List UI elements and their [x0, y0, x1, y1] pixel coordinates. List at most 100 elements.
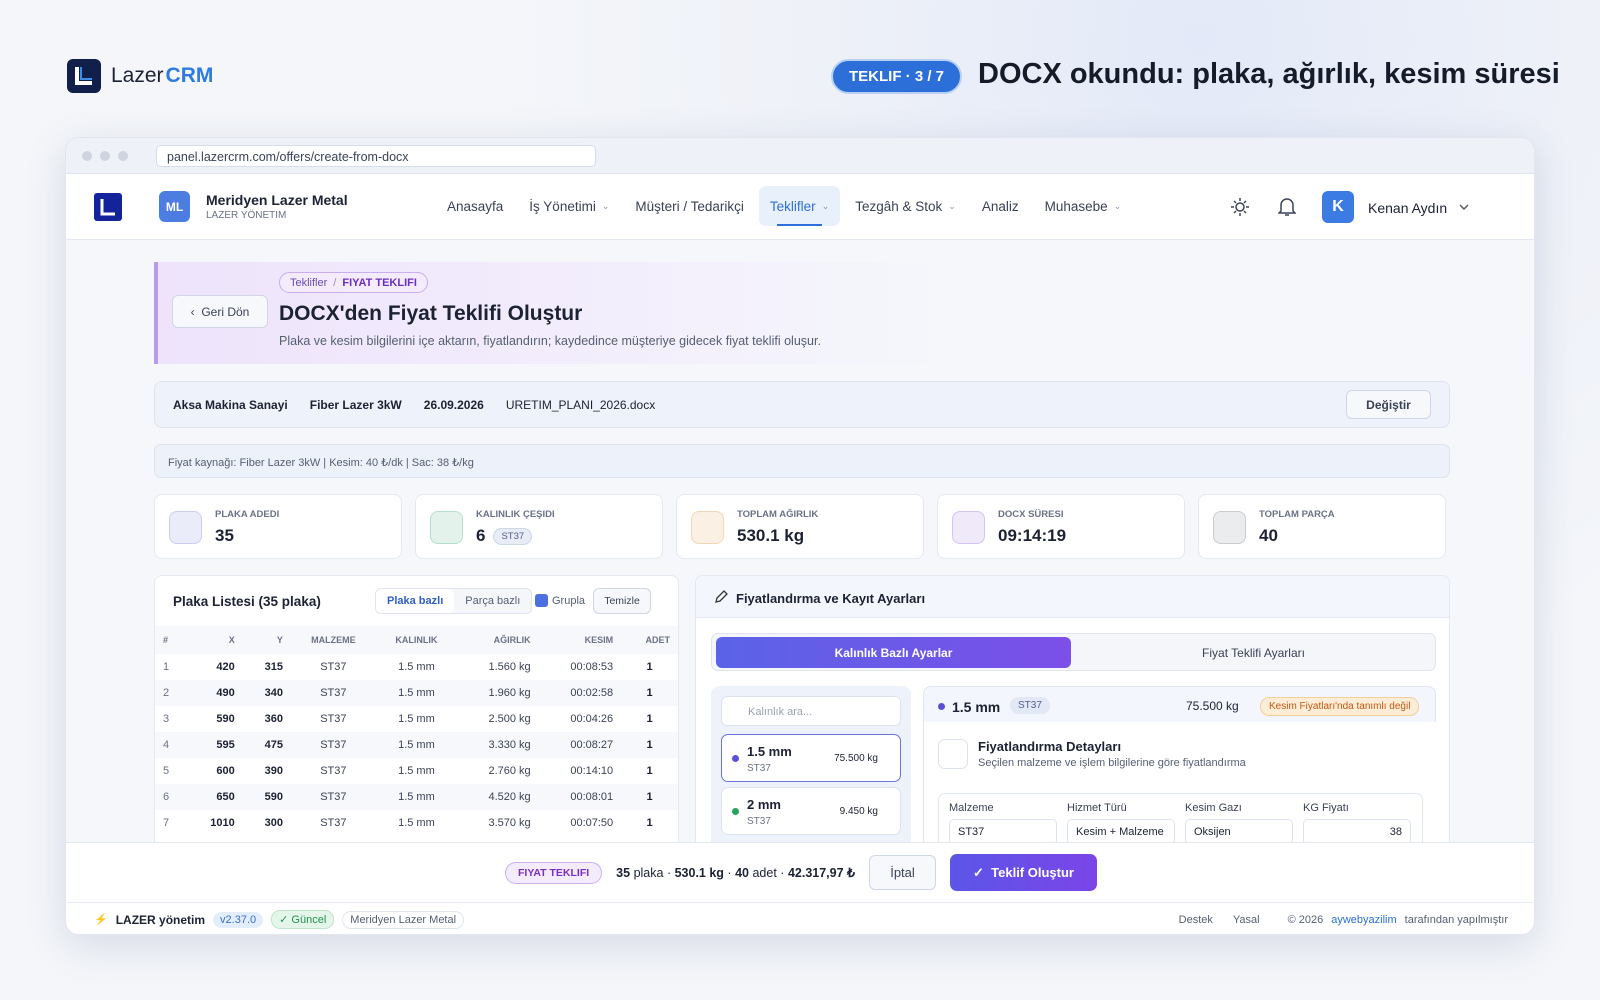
cell: 1.5 mm [398, 765, 435, 777]
menu-item[interactable]: Teklifler ⌄ [758, 186, 841, 226]
legal[interactable]: Yasal [1232, 913, 1260, 926]
theme-toggle[interactable] [1231, 198, 1249, 216]
menu-caret[interactable]: ⌄ [821, 200, 830, 211]
menu-label[interactable]: Muhasebe [1044, 198, 1108, 214]
menu-item[interactable]: İş Yönetimi ⌄ [518, 186, 620, 226]
cell: 1.5 mm [375, 784, 458, 810]
machine: Fiber Lazer 3kW [309, 397, 402, 412]
cell: 360 [264, 713, 283, 725]
action-bar: FIYAT TEKLIFI 35 plaka · 530.1 kg · 40 a… [66, 842, 1534, 902]
back-button[interactable]: ‹ Geri Dön [172, 295, 268, 328]
cell: 1 [621, 680, 678, 706]
url[interactable]: panel.lazercrm.com/offers/create-from-do… [156, 144, 596, 167]
cell: 1.5 mm [398, 817, 435, 829]
cell: 1.960 kg [457, 680, 539, 706]
cancel-button[interactable]: İptal [869, 855, 936, 890]
thickness-weight[interactable]: 9.450 kg [839, 806, 878, 817]
step-badge: TEKLIF · 3 / 7 [831, 59, 963, 94]
table-row[interactable]: 3 590 360 ST37 1.5 mm 2.500 kg 00:04:26 1 [155, 706, 678, 732]
cell: 1010 [210, 817, 235, 829]
support[interactable]: Destek [1178, 913, 1213, 926]
stat-icon [169, 511, 202, 544]
status: ✓ Güncel [271, 910, 335, 929]
thickness-size[interactable]: 2 mm [747, 797, 781, 812]
user-name[interactable]: Kenan Aydın [1368, 200, 1448, 216]
notifications[interactable] [1278, 197, 1296, 217]
cell: 00:02:58 [538, 680, 622, 706]
column-header: AĞIRLIK [493, 635, 531, 645]
company-avatar: ML [159, 191, 190, 222]
menu-label[interactable]: İş Yönetimi [529, 198, 596, 214]
user-avatar[interactable]: K [1322, 191, 1354, 223]
footer-company: Meridyen Lazer Metal [342, 910, 465, 929]
menu-label[interactable]: Müşteri / Tedarikçi [635, 198, 744, 214]
cell: 00:14:10 [570, 765, 614, 777]
thickness-list: Kalınlık ara... 1.5 mm ST37 75.500 kg 2 mm S… [711, 686, 911, 854]
menu-caret[interactable]: ⌄ [601, 200, 610, 211]
menu-item[interactable]: Anasayfa [436, 186, 514, 226]
cell: 00:07:50 [570, 817, 614, 829]
menu-item[interactable]: Tezgâh & Stok ⌄ [844, 186, 967, 226]
table-row[interactable]: 2 490 340 ST37 1.5 mm 1.960 kg 00:02:58 1 [155, 680, 678, 706]
cell: 1 [646, 817, 653, 829]
menu-label[interactable]: Tezgâh & Stok [855, 198, 943, 214]
page-subtitle: Plaka ve kesim bilgilerini içe aktarın, … [279, 334, 821, 348]
tab[interactable]: Fiyat Teklifi Ayarları [1202, 645, 1305, 660]
company-name: Meridyen Lazer Metal [206, 192, 348, 208]
menu-label[interactable]: Analiz [981, 198, 1019, 214]
menu-label[interactable]: Teklifler [769, 198, 816, 214]
change-button[interactable]: Değiştir [1346, 390, 1431, 419]
thickness-material[interactable]: ST37 [747, 763, 771, 774]
cell: 1 [646, 661, 653, 673]
menu-label[interactable]: Anasayfa [447, 198, 504, 214]
plate-tab[interactable]: Parça bazlı [465, 595, 521, 607]
thickness-item[interactable]: 1.5 mm ST37 75.500 kg [721, 734, 901, 782]
browser-bar: panel.lazercrm.com/offers/create-from-do… [66, 138, 1534, 174]
menu-caret[interactable]: ⌄ [1113, 200, 1122, 211]
create-label[interactable]: Teklif Oluştur [991, 865, 1074, 880]
field-label: Kesim Gazı [1185, 802, 1242, 814]
table-row[interactable]: 7 1010 300 ST37 1.5 mm 3.570 kg 00:07:50 1 [155, 810, 678, 836]
tab-active[interactable]: Kalınlık Bazlı Ayarlar [716, 637, 1071, 668]
menu-item[interactable]: Analiz [971, 186, 1030, 226]
back-label[interactable]: Geri Dön [201, 304, 250, 319]
file: URETIM_PLANI_2026.docx [505, 397, 656, 412]
group-label[interactable]: Grupla [552, 594, 586, 607]
detail-weight: 75.500 kg [1186, 699, 1239, 713]
clear-button[interactable]: Temizle [593, 588, 651, 614]
user-menu[interactable] [1459, 203, 1469, 211]
logo [67, 59, 101, 93]
create-button[interactable]: ✓ Teklif Oluştur [950, 854, 1097, 891]
cell: 7 [163, 817, 170, 829]
cell: ST37 [290, 784, 376, 810]
table-row[interactable]: 6 650 590 ST37 1.5 mm 4.520 kg 00:08:01 1 [155, 784, 678, 810]
thickness-size[interactable]: 1.5 mm [747, 744, 792, 759]
thickness-weight[interactable]: 75.500 kg [834, 753, 878, 764]
plate-tab[interactable]: Plaka bazlı [376, 589, 455, 613]
maker[interactable]: aywebyazilim [1331, 913, 1397, 926]
cell: 1 [621, 784, 678, 810]
table-row[interactable]: 5 600 390 ST37 1.5 mm 2.760 kg 00:14:10 1 [155, 758, 678, 784]
menu-item[interactable]: Müşteri / Tedarikçi [624, 186, 755, 226]
table-row[interactable]: 1 420 315 ST37 1.5 mm 1.560 kg 00:08:53 1 [155, 654, 678, 680]
cell: 590 [216, 713, 235, 725]
menu-item[interactable]: Muhasebe ⌄ [1034, 186, 1133, 226]
maker-suffix: tarafından yapılmıştır [1404, 913, 1508, 926]
group-toggle[interactable]: Grupla [535, 594, 585, 607]
menu-caret[interactable]: ⌄ [948, 200, 956, 211]
stat-value: 35 [215, 526, 234, 545]
stat-card: TOPLAM PARÇA 40 [1198, 494, 1446, 559]
stats: PLAKA ADEDI 35 KALINLIK ÇEŞIDI 6 ST37 TOPLAM … [154, 494, 1446, 559]
cell: 00:04:26 [570, 713, 614, 725]
column-header: KESIM [584, 635, 614, 645]
crumb[interactable]: Teklifler [290, 276, 328, 289]
search-input[interactable]: Kalınlık ara... [721, 696, 901, 726]
thickness-material[interactable]: ST37 [747, 816, 771, 827]
field-label: Malzeme [949, 802, 994, 814]
cell: 1 [646, 765, 653, 777]
thickness-item[interactable]: 2 mm ST37 9.450 kg [721, 787, 901, 835]
table-row[interactable]: 4 595 475 ST37 1.5 mm 3.330 kg 00:08:27 1 [155, 732, 678, 758]
cell: 315 [264, 661, 283, 673]
customer: Aksa Makina Sanayi [173, 397, 288, 412]
